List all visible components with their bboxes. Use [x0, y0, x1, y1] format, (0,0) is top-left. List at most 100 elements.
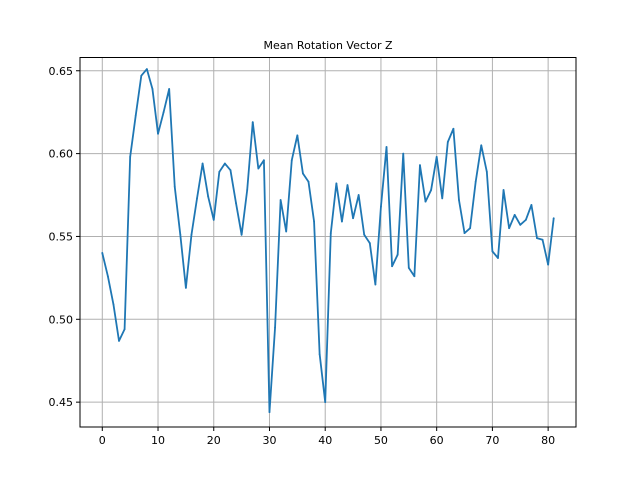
- data-point: [413, 275, 416, 278]
- data-point: [313, 220, 315, 223]
- data-point: [307, 180, 310, 183]
- data-point: [335, 182, 338, 185]
- plot-area-frame: [79, 57, 577, 428]
- chart-title: Mean Rotation Vector Z: [263, 39, 393, 52]
- data-point: [212, 218, 215, 221]
- data-point: [513, 214, 516, 216]
- data-point: [224, 162, 226, 165]
- data-point: [435, 156, 438, 158]
- data-point: [402, 152, 405, 155]
- x-tick-label: 30: [262, 434, 276, 447]
- data-point: [497, 257, 499, 259]
- data-point: [536, 237, 538, 240]
- data-point: [463, 232, 466, 235]
- data-point: [519, 223, 522, 226]
- data-point: [491, 250, 494, 253]
- data-point: [251, 121, 254, 124]
- data-point: [424, 200, 427, 203]
- x-tick-label: 70: [485, 434, 499, 447]
- data-point: [368, 242, 371, 244]
- x-tick-label: 20: [207, 434, 221, 447]
- data-point: [196, 197, 198, 200]
- data-point: [112, 303, 115, 306]
- data-point: [218, 170, 221, 173]
- data-point: [396, 253, 399, 256]
- data-point: [129, 156, 132, 158]
- grid-lines: [80, 57, 576, 427]
- data-point: [151, 88, 154, 90]
- data-point: [184, 286, 187, 289]
- data-point: [290, 159, 293, 162]
- data-point: [552, 217, 555, 220]
- data-point: [118, 339, 120, 342]
- data-point: [235, 202, 237, 205]
- data-point: [458, 199, 460, 201]
- data-point: [530, 204, 533, 206]
- data-point: [302, 172, 304, 175]
- series-layer: [101, 68, 555, 413]
- data-point: [257, 167, 260, 170]
- data-point: [407, 267, 410, 269]
- x-tick-label: 80: [541, 434, 555, 447]
- data-point: [346, 184, 349, 186]
- data-point: [285, 230, 288, 233]
- data-point: [357, 194, 360, 196]
- x-tick-label: 10: [151, 434, 165, 447]
- data-point: [446, 141, 449, 143]
- y-tick-label: 0.55: [49, 230, 74, 243]
- data-point: [229, 169, 232, 172]
- data-point: [318, 353, 321, 355]
- x-tick-label: 60: [430, 434, 444, 447]
- x-tick-label: 50: [374, 434, 388, 447]
- data-point: [140, 74, 143, 77]
- data-point: [190, 233, 193, 236]
- data-point: [508, 227, 511, 230]
- x-tick-label: 0: [99, 434, 106, 447]
- data-point: [274, 326, 276, 329]
- data-point: [502, 189, 505, 191]
- data-point: [162, 111, 165, 114]
- y-tick-label: 0.45: [49, 396, 74, 409]
- data-point: [268, 411, 271, 413]
- data-point: [485, 170, 488, 173]
- data-point: [173, 185, 176, 188]
- data-point: [168, 88, 171, 90]
- axis-ticks: 0 10 20 30 40 50 60 70 80 0.45 0.50 0.55 0.60 0.65: [49, 65, 556, 447]
- data-point: [296, 134, 299, 137]
- data-point: [452, 127, 455, 130]
- data-point: [134, 114, 137, 117]
- data-point: [101, 252, 104, 254]
- data-point: [524, 218, 527, 221]
- data-point: [145, 68, 148, 70]
- data-point: [363, 233, 366, 236]
- data-point: [123, 328, 126, 331]
- data-point: [374, 283, 377, 286]
- data-point: [207, 195, 210, 198]
- data-point: [329, 232, 332, 235]
- data-point: [474, 180, 477, 183]
- data-point: [541, 238, 544, 241]
- data-point: [240, 233, 243, 236]
- data-point: [157, 132, 159, 135]
- data-point: [246, 189, 249, 191]
- data-point: [352, 217, 354, 220]
- data-point: [480, 144, 483, 147]
- data-point: [279, 199, 282, 201]
- y-tick-label: 0.65: [49, 65, 74, 78]
- x-tick-label: 40: [318, 434, 332, 447]
- series-line-0: [101, 68, 555, 413]
- data-point: [263, 159, 265, 162]
- data-point: [469, 227, 472, 230]
- y-tick-label: 0.60: [49, 148, 74, 161]
- data-point: [430, 189, 432, 191]
- data-point: [419, 164, 421, 167]
- data-point: [341, 220, 343, 223]
- data-point: [547, 263, 550, 266]
- data-point: [324, 401, 327, 404]
- data-point: [179, 233, 182, 236]
- y-tick-label: 0.50: [49, 313, 74, 326]
- data-point: [201, 162, 204, 165]
- data-point: [106, 275, 109, 278]
